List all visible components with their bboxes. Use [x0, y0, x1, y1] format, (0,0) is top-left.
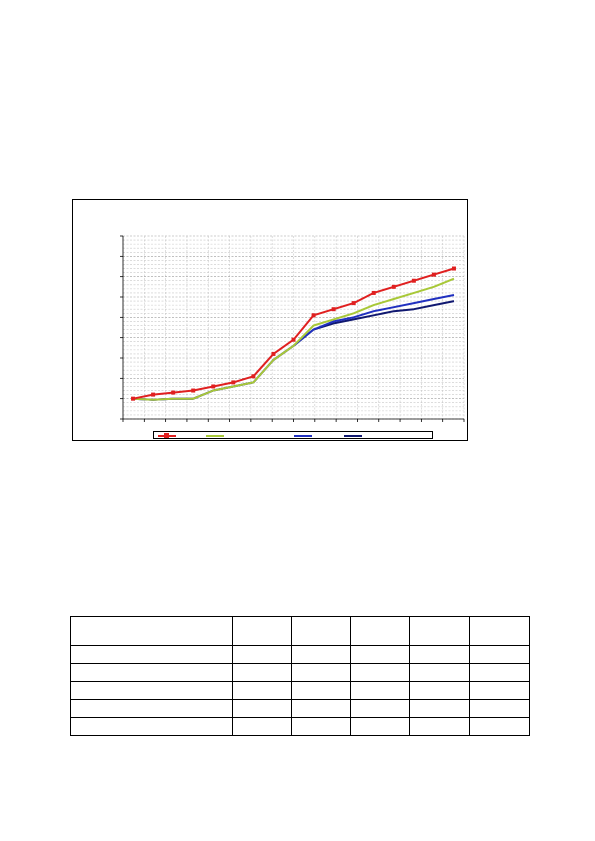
- data-point: [191, 388, 196, 393]
- table-row: [70, 663, 530, 682]
- table-header-row: [70, 616, 530, 646]
- data-point: [411, 278, 416, 283]
- chart-frame: [72, 199, 468, 441]
- table-cell: [70, 717, 233, 736]
- legend-item: [344, 433, 362, 438]
- table-cell: [232, 663, 292, 682]
- legend-item: [158, 433, 176, 438]
- table-cell: [469, 699, 530, 718]
- chart-series: [131, 266, 456, 401]
- table-cell: [291, 717, 351, 736]
- table-header-cell: [70, 616, 233, 646]
- table-cell: [70, 699, 233, 718]
- table-header-cell: [469, 616, 530, 646]
- table-cell: [291, 663, 351, 682]
- data-point: [431, 272, 436, 277]
- table-header-cell: [232, 616, 292, 646]
- table-cell: [409, 699, 470, 718]
- table-cell: [232, 681, 292, 700]
- line-chart: [120, 235, 465, 422]
- table-cell: [291, 699, 351, 718]
- table-row: [70, 645, 530, 664]
- table-cell: [70, 681, 233, 700]
- table-cell: [469, 645, 530, 664]
- table-cell: [70, 663, 233, 682]
- table-cell: [350, 717, 410, 736]
- data-point: [371, 290, 376, 295]
- legend-item: [206, 433, 224, 438]
- chart-axes: [120, 235, 465, 422]
- legend-swatch-marker: [164, 433, 169, 438]
- table-cell: [409, 681, 470, 700]
- table-row: [70, 681, 530, 700]
- data-point: [291, 337, 296, 342]
- data-point: [391, 284, 396, 289]
- data-point: [231, 380, 236, 385]
- data-point: [311, 313, 316, 318]
- data-point: [211, 384, 216, 389]
- table-cell: [291, 645, 351, 664]
- table-cell: [469, 717, 530, 736]
- table-cell: [469, 681, 530, 700]
- chart-legend: [153, 431, 433, 439]
- table-row: [70, 717, 530, 736]
- series-line-2: [132, 277, 455, 401]
- chart-gridlines: [122, 235, 465, 420]
- data-point: [351, 301, 356, 306]
- data-point: [251, 374, 256, 379]
- table-header-cell: [350, 616, 410, 646]
- legend-swatch-line: [344, 435, 362, 437]
- series-line-1: [132, 267, 455, 400]
- table-cell: [232, 717, 292, 736]
- legend-swatch-line: [206, 435, 224, 437]
- data-point: [451, 266, 456, 271]
- table-cell: [409, 663, 470, 682]
- table-cell: [70, 645, 233, 664]
- legend-item: [294, 433, 312, 438]
- table-cell: [291, 681, 351, 700]
- table-cell: [350, 663, 410, 682]
- table-cell: [409, 717, 470, 736]
- table-cell: [350, 699, 410, 718]
- data-point: [271, 351, 276, 356]
- table-cell: [350, 681, 410, 700]
- table-cell: [232, 645, 292, 664]
- legend-swatch-line: [294, 435, 312, 437]
- table-cell: [469, 663, 530, 682]
- table-header-cell: [291, 616, 351, 646]
- data-point: [131, 396, 136, 401]
- data-point: [171, 390, 176, 395]
- data-table: [70, 616, 530, 736]
- table-row: [70, 699, 530, 718]
- table-header-cell: [409, 616, 470, 646]
- table-cell: [350, 645, 410, 664]
- table-cell: [232, 699, 292, 718]
- data-point: [331, 307, 336, 312]
- table-cell: [409, 645, 470, 664]
- data-point: [151, 392, 156, 397]
